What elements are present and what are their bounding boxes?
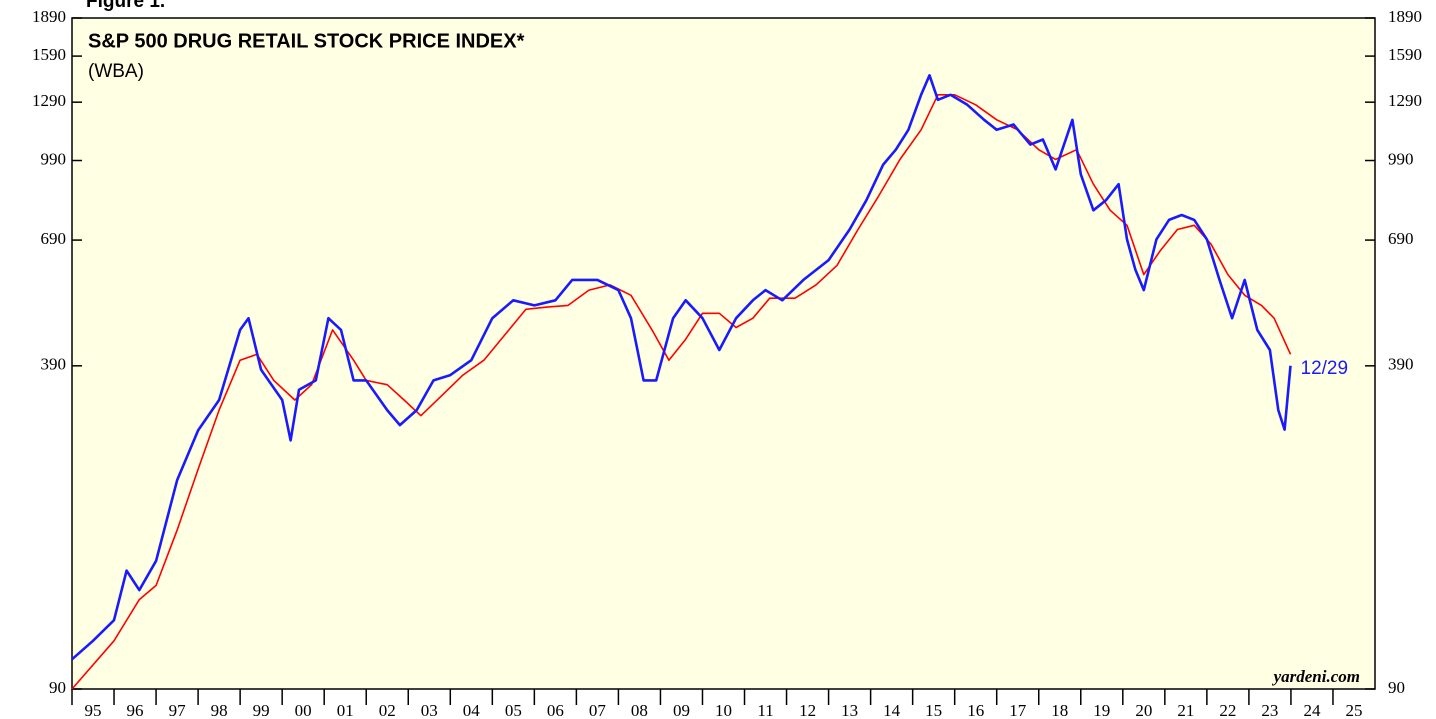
series-line	[71, 94, 1292, 690]
y-tick-label: 390	[41, 355, 67, 374]
x-tick-label: 06	[547, 701, 564, 719]
x-tick-label: 23	[1261, 701, 1278, 719]
x-tick-label: 15	[925, 701, 942, 719]
x-tick-label: 10	[715, 701, 732, 719]
x-tick-label: 24	[1303, 701, 1321, 719]
y-tick-label-right: 990	[1388, 149, 1414, 168]
chart-title: S&P 500 DRUG RETAIL STOCK PRICE INDEX*	[88, 30, 525, 52]
x-tick-label: 09	[673, 701, 690, 719]
x-tick-label: 12	[799, 701, 816, 719]
y-tick-label: 90	[49, 678, 66, 697]
x-tick-label: 08	[631, 701, 648, 719]
x-tick-label: 20	[1135, 701, 1152, 719]
x-tick-label: 22	[1219, 701, 1236, 719]
x-tick-label: 04	[463, 701, 481, 719]
x-tick-label: 13	[841, 701, 858, 719]
plot-area	[71, 17, 1376, 690]
annotation: 12/29	[1301, 358, 1349, 379]
x-tick-label: 99	[253, 701, 270, 719]
x-tick-label: 02	[379, 701, 396, 719]
y-tick-label: 1890	[32, 7, 66, 26]
x-tick-label: 21	[1177, 701, 1194, 719]
x-tick-label: 98	[211, 701, 228, 719]
x-tick-label: 03	[421, 701, 438, 719]
y-tick-label-right: 1290	[1388, 91, 1422, 110]
series-line	[71, 74, 1292, 661]
y-tick-label: 1590	[32, 45, 66, 64]
y-tick-label-right: 390	[1388, 355, 1414, 374]
source: yardeni.com	[1272, 667, 1360, 686]
x-tick-label: 16	[967, 701, 984, 719]
x-tick-label: 25	[1345, 701, 1362, 719]
y-tick-label-right: 690	[1388, 229, 1414, 248]
y-tick-label-right: 1890	[1388, 7, 1422, 26]
x-tick-label: 95	[85, 701, 102, 719]
y-tick-label: 690	[41, 229, 67, 248]
x-tick-label: 05	[505, 701, 522, 719]
x-tick-label: 18	[1051, 701, 1068, 719]
chart-subtitle: (WBA)	[88, 61, 144, 82]
y-tick-label-right: 1590	[1388, 45, 1422, 64]
y-tick-label: 1290	[32, 91, 66, 110]
x-tick-label: 11	[757, 701, 773, 719]
y-tick-label-right: 90	[1388, 678, 1405, 697]
x-tick-label: 17	[1009, 701, 1027, 719]
x-tick-label: 00	[295, 701, 312, 719]
x-tick-label: 14	[883, 701, 901, 719]
x-tick-label: 19	[1093, 701, 1110, 719]
x-tick-label: 96	[127, 701, 144, 719]
y-tick-label: 990	[41, 149, 67, 168]
x-tick-label: 07	[589, 701, 607, 719]
x-tick-label: 01	[337, 701, 354, 719]
x-tick-label: 97	[169, 701, 187, 719]
figure-label: Figure 1.	[86, 0, 165, 12]
